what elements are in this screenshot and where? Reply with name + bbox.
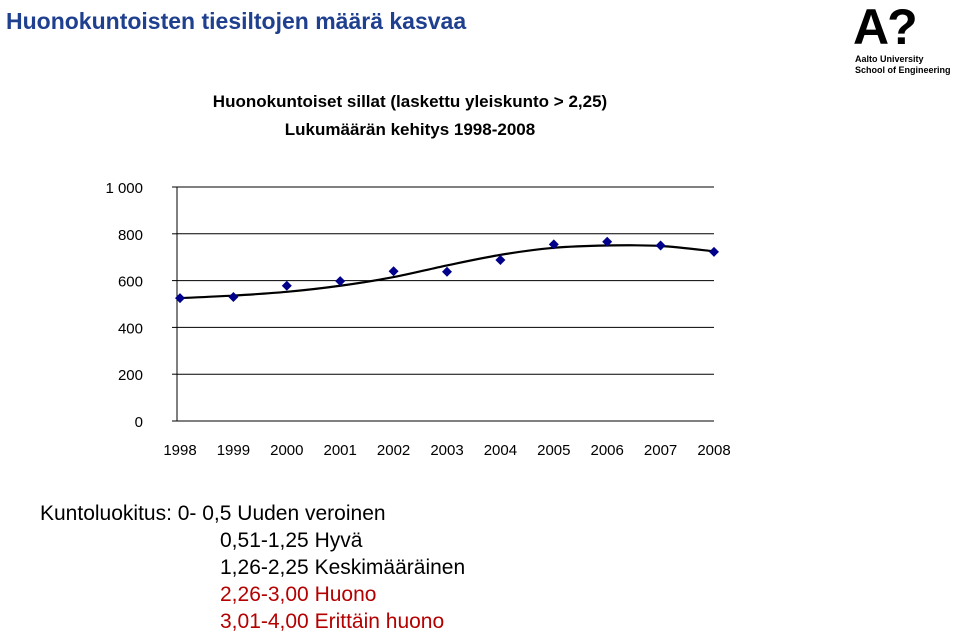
data-point <box>709 246 719 257</box>
chart-gridlines <box>172 186 714 422</box>
legend-row-good: 0,51-1,25 Hyvä <box>220 529 363 552</box>
chart-title: Huonokuntoiset sillat (laskettu yleiskun… <box>213 92 607 111</box>
legend-row-new: Kuntoluokitus: 0- 0,5 Uuden veroinen <box>40 502 386 525</box>
y-tick-label: 800 <box>118 227 143 244</box>
x-tick-label: 2005 <box>537 442 570 459</box>
y-tick-label: 0 <box>135 414 143 431</box>
data-point <box>335 276 346 287</box>
x-tick-label: 1999 <box>217 442 250 459</box>
x-tick-label: 2004 <box>484 442 517 459</box>
data-point <box>655 240 666 251</box>
slide-title: Huonokuntoisten tiesiltojen määrä kasvaa <box>6 8 467 34</box>
x-tick-label: 2006 <box>591 442 624 459</box>
data-point <box>388 266 399 277</box>
logo-mark: A? <box>853 0 918 55</box>
x-tick-label: 2003 <box>430 442 463 459</box>
legend-row-poor: 2,26-3,00 Huono <box>220 583 377 606</box>
x-tick-label: 2001 <box>324 442 357 459</box>
x-axis-ticks: 1998 1999 2000 2001 2002 2003 2004 2005 2006 2007… <box>163 442 730 459</box>
y-tick-label: 1 000 <box>105 180 143 197</box>
logo-university: Aalto University <box>855 54 924 64</box>
data-point <box>495 255 506 266</box>
data-points <box>175 236 719 304</box>
x-tick-label: 2002 <box>377 442 410 459</box>
x-tick-label: 2007 <box>644 442 677 459</box>
trendline <box>179 244 715 300</box>
y-axis-ticks: 0 200 400 600 800 1 000 <box>105 180 143 431</box>
condition-class-legend: Kuntoluokitus: 0- 0,5 Uuden veroinen 0,5… <box>40 500 465 635</box>
x-tick-label: 2008 <box>697 442 730 459</box>
logo-school: School of Engineering <box>855 65 951 75</box>
x-tick-label: 1998 <box>163 442 196 459</box>
y-tick-label: 200 <box>118 367 143 384</box>
data-point <box>281 280 292 291</box>
chart-subtitle: Lukumäärän kehitys 1998-2008 <box>285 120 535 139</box>
x-tick-label: 2000 <box>270 442 303 459</box>
y-tick-label: 600 <box>118 274 143 291</box>
bridge-count-chart: Huonokuntoiset sillat (laskettu yleiskun… <box>105 92 730 459</box>
aalto-logo: A? Aalto University School of Engineerin… <box>853 2 958 76</box>
data-point <box>175 293 185 304</box>
data-point <box>548 239 559 250</box>
legend-row-average: 1,26-2,25 Keskimääräinen <box>220 556 466 579</box>
legend-row-very-poor: 3,01-4,00 Erittäin huono <box>220 610 445 633</box>
data-point <box>228 291 239 302</box>
data-point <box>442 266 452 277</box>
data-point <box>602 236 613 247</box>
y-tick-label: 400 <box>118 320 143 337</box>
